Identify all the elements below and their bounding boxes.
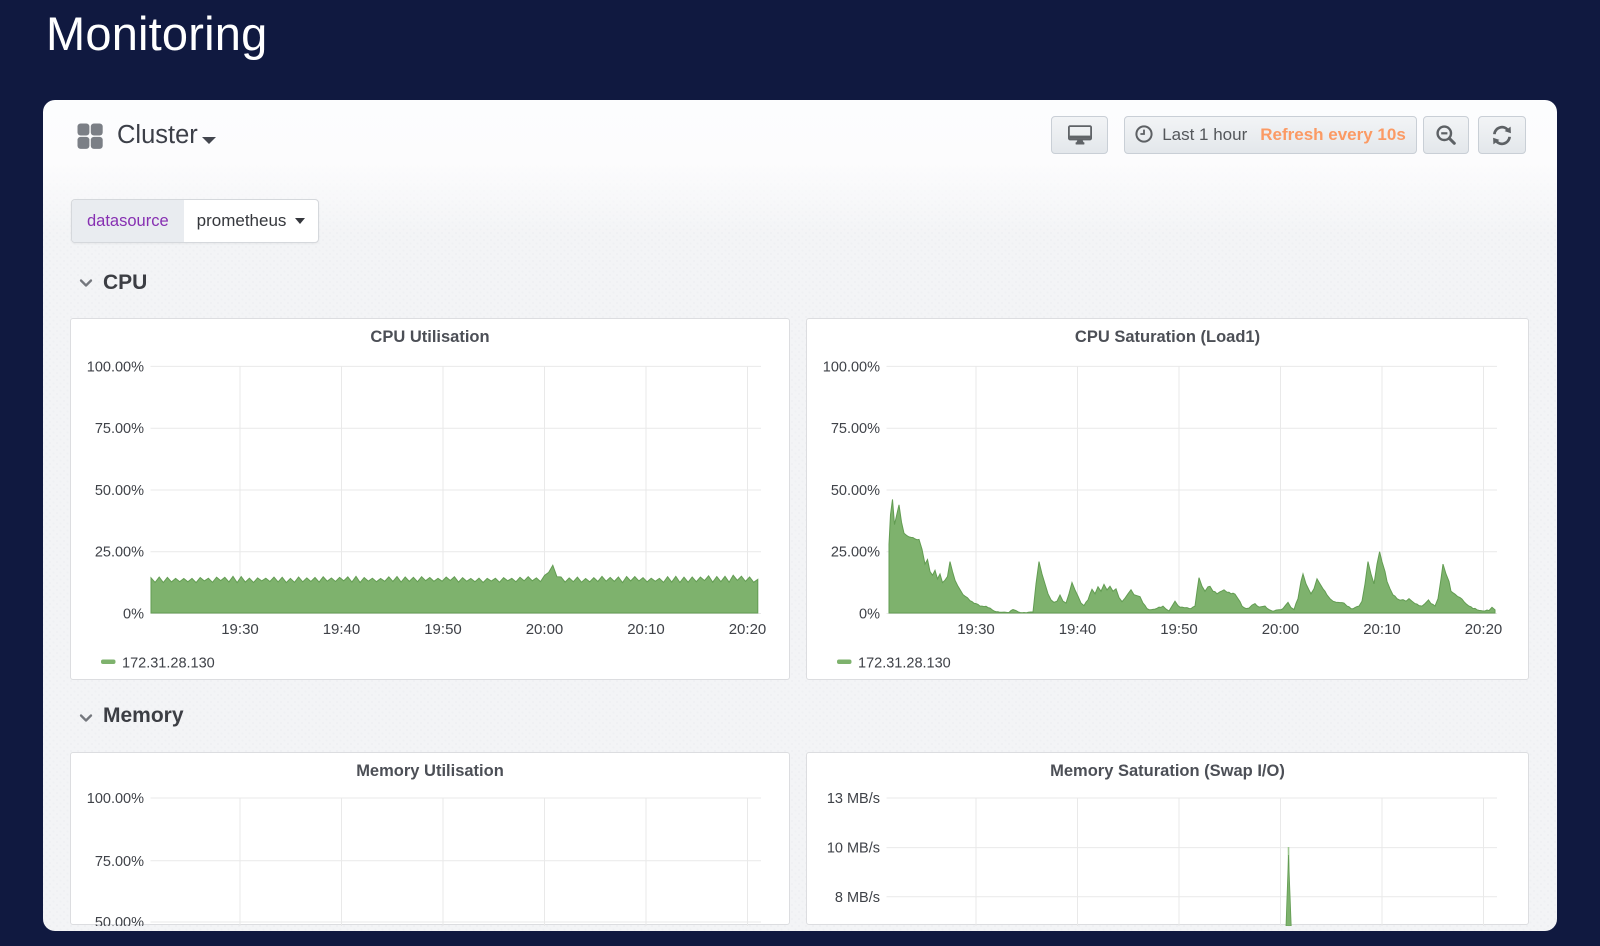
svg-text:75.00%: 75.00% (95, 421, 144, 437)
svg-text:100.00%: 100.00% (87, 359, 144, 375)
svg-text:19:30: 19:30 (221, 621, 259, 638)
svg-text:19:50: 19:50 (424, 621, 462, 638)
svg-text:172.31.28.130: 172.31.28.130 (122, 656, 215, 672)
svg-text:172.31.28.130: 172.31.28.130 (858, 656, 951, 672)
svg-text:20:10: 20:10 (1363, 621, 1401, 638)
svg-text:19:40: 19:40 (323, 621, 361, 638)
svg-text:20:10: 20:10 (627, 621, 665, 638)
svg-text:19:30: 19:30 (957, 621, 995, 638)
svg-text:19:40: 19:40 (1059, 621, 1097, 638)
svg-text:50.00%: 50.00% (95, 483, 144, 499)
svg-text:20:20: 20:20 (729, 621, 767, 638)
svg-text:50.00%: 50.00% (831, 483, 880, 499)
svg-text:0%: 0% (123, 607, 144, 623)
svg-text:10 MB/s: 10 MB/s (827, 841, 880, 857)
svg-text:20:00: 20:00 (526, 621, 564, 638)
svg-text:50.00%: 50.00% (95, 915, 144, 926)
svg-text:75.00%: 75.00% (95, 854, 144, 870)
svg-text:100.00%: 100.00% (87, 791, 144, 807)
svg-text:0%: 0% (859, 607, 880, 623)
svg-text:13 MB/s: 13 MB/s (827, 791, 880, 807)
svg-text:19:50: 19:50 (1160, 621, 1198, 638)
svg-text:25.00%: 25.00% (831, 545, 880, 561)
svg-text:25.00%: 25.00% (95, 545, 144, 561)
svg-text:100.00%: 100.00% (823, 359, 880, 375)
svg-text:75.00%: 75.00% (831, 421, 880, 437)
svg-text:20:20: 20:20 (1465, 621, 1503, 638)
svg-text:8 MB/s: 8 MB/s (835, 890, 880, 906)
svg-text:20:00: 20:00 (1262, 621, 1300, 638)
